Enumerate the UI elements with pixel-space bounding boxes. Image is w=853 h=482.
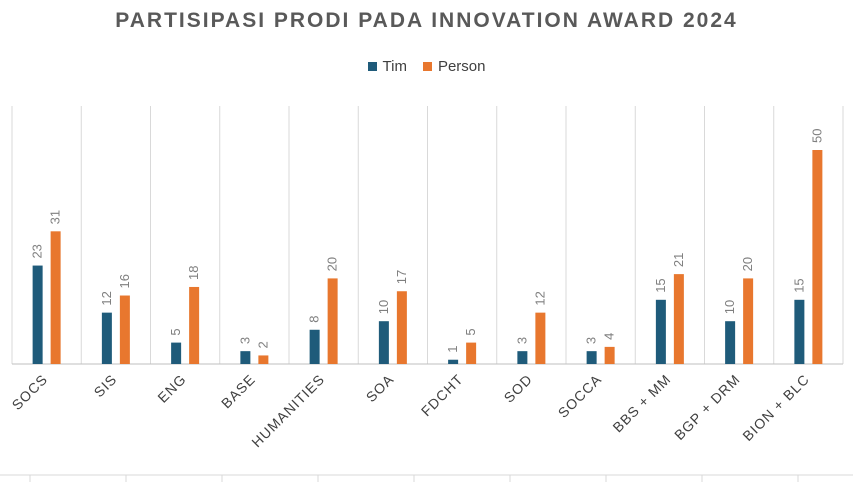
bar-tim-sis xyxy=(101,312,112,364)
x-tick-label: HUMANITIES xyxy=(248,371,327,450)
legend-item-tim: Tim xyxy=(367,58,407,75)
bar-person-soa xyxy=(396,291,407,364)
bar-person-sod xyxy=(535,312,546,364)
bar-tim-sod xyxy=(517,351,528,364)
x-tick-label: FDCHT xyxy=(418,371,466,419)
bar-tim-humanities xyxy=(309,329,320,364)
data-label-tim-socca: 3 xyxy=(584,337,599,344)
x-tick-label: SIS xyxy=(91,371,120,400)
x-tick-label: SOD xyxy=(501,371,536,406)
bar-tim-eng xyxy=(171,342,182,364)
data-label-tim-sod: 3 xyxy=(514,337,529,344)
bar-tim-bgp-drm xyxy=(725,321,736,364)
bar-person-bion-blc xyxy=(812,150,823,364)
data-label-tim-sis: 12 xyxy=(99,291,114,305)
data-label-tim-humanities: 8 xyxy=(307,316,322,323)
x-tick-label: BBS + MM xyxy=(609,371,674,436)
bar-person-socs xyxy=(50,231,61,364)
bar-tim-socca xyxy=(586,351,597,364)
data-label-person-sod: 12 xyxy=(532,291,547,305)
data-label-tim-soa: 10 xyxy=(376,300,391,314)
bar-person-bgp-drm xyxy=(743,278,754,364)
bar-person-base xyxy=(258,355,269,364)
bar-person-eng xyxy=(189,286,200,364)
data-label-person-soa: 17 xyxy=(394,270,409,284)
legend-label-tim: Tim xyxy=(382,58,407,75)
data-label-tim-fdcht: 1 xyxy=(445,345,460,352)
data-label-person-socca: 4 xyxy=(602,333,617,340)
bar-person-humanities xyxy=(327,278,338,364)
data-label-tim-bbs-mm: 15 xyxy=(653,278,668,292)
data-label-tim-socs: 23 xyxy=(30,244,45,258)
bar-person-bbs-mm xyxy=(673,274,684,364)
data-label-tim-bgp-drm: 10 xyxy=(722,300,737,314)
x-tick-label: ENG xyxy=(154,371,189,406)
legend-label-person: Person xyxy=(437,58,486,75)
data-label-person-humanities: 20 xyxy=(325,257,340,271)
data-label-person-bgp-drm: 20 xyxy=(740,257,755,271)
data-label-person-fdcht: 5 xyxy=(463,328,478,335)
bar-person-socca xyxy=(604,346,615,364)
chart-title: PARTISIPASI PRODI PADA INNOVATION AWARD … xyxy=(115,9,738,32)
legend-swatch-tim xyxy=(367,62,377,71)
data-label-person-sis: 16 xyxy=(117,274,132,288)
x-tick-label: BGP + DRM xyxy=(671,371,743,443)
bar-person-fdcht xyxy=(466,342,477,364)
data-label-person-bion-blc: 50 xyxy=(809,129,824,143)
data-label-tim-bion-blc: 15 xyxy=(791,278,806,292)
x-tick-label: SOCS xyxy=(9,371,51,413)
x-tick-label: SOCCA xyxy=(555,371,605,421)
bar-tim-socs xyxy=(32,265,43,364)
bar-tim-bion-blc xyxy=(794,299,805,364)
data-label-person-eng: 18 xyxy=(186,265,201,279)
data-label-person-base: 2 xyxy=(255,341,270,348)
x-tick-label: SOA xyxy=(363,371,397,405)
legend-swatch-person xyxy=(422,62,432,71)
data-label-person-bbs-mm: 21 xyxy=(671,253,686,267)
legend-item-person: Person xyxy=(422,58,486,75)
bar-tim-base xyxy=(240,351,251,364)
x-tick-label: BASE xyxy=(218,371,259,412)
legend: Tim Person xyxy=(0,58,853,75)
x-tick-label: BION + BLC xyxy=(739,371,812,444)
data-label-person-socs: 31 xyxy=(48,210,63,224)
bar-tim-fdcht xyxy=(448,359,459,364)
bar-tim-bbs-mm xyxy=(655,299,666,364)
data-label-tim-eng: 5 xyxy=(168,328,183,335)
bar-tim-soa xyxy=(378,321,389,364)
data-label-tim-base: 3 xyxy=(237,337,252,344)
bar-person-sis xyxy=(119,295,130,364)
